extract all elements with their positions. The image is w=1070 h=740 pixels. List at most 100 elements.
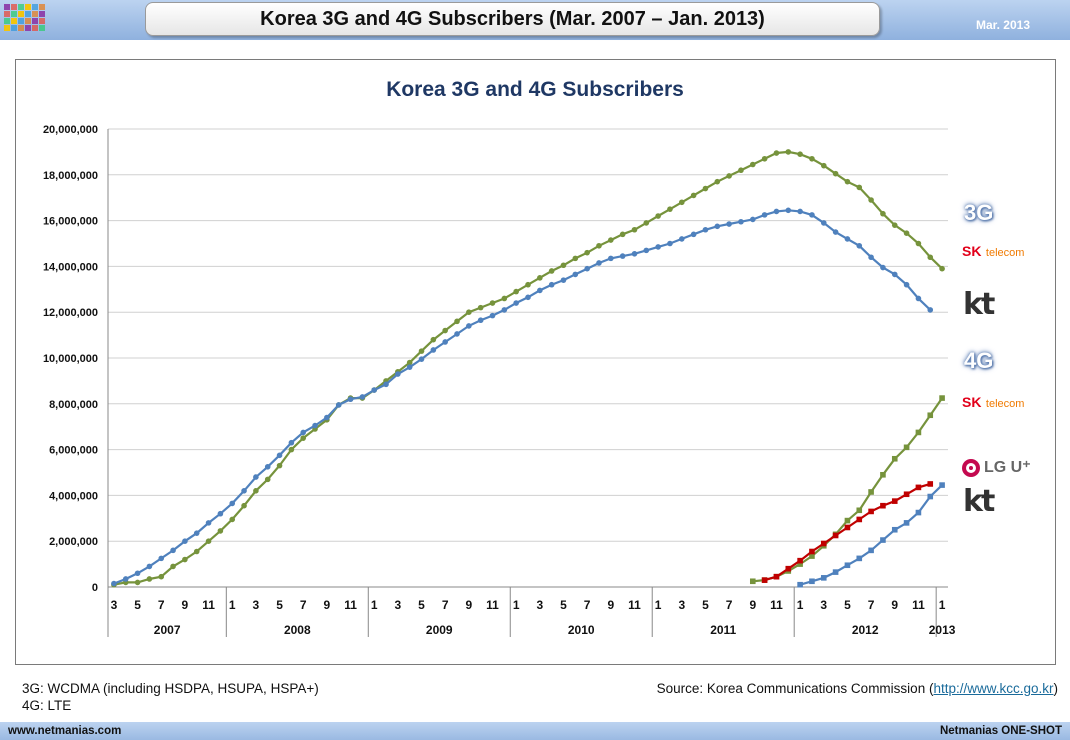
data-point [477,304,484,311]
data-point [513,300,519,306]
data-point [903,520,910,526]
data-point [146,563,153,570]
data-point [584,265,590,272]
data-point [868,197,874,203]
data-point [832,532,839,539]
data-point [501,307,508,313]
data-point [868,547,874,554]
x-tick-label: 3 [536,598,543,612]
data-point [300,435,307,441]
x-tick-label: 11 [202,598,215,612]
data-point [300,429,307,436]
data-point [454,318,460,325]
data-point [619,253,626,259]
data-point [832,569,839,575]
chart-frame [15,59,1056,665]
x-tick-label: 1 [229,598,236,612]
data-point [903,444,910,451]
data-point [726,221,732,227]
x-tick-label: 11 [628,598,641,612]
data-point [347,396,354,403]
data-point [264,463,271,470]
footer-brand: Netmanias ONE-SHOT [939,725,1062,737]
year-label: 2012 [852,623,879,637]
x-tick-label: 9 [466,598,473,612]
badge-4g: 4G [964,348,994,373]
x-tick-label: 5 [844,598,851,612]
x-tick-label: 1 [797,598,804,612]
data-point [406,364,413,370]
data-point [608,237,614,243]
sk-telecom-logo-3g: SK telecom [962,243,1024,261]
data-point [738,167,744,174]
data-point [891,455,898,462]
source-note: Source: Korea Communications Commission … [657,681,1058,696]
data-point [903,281,910,288]
data-point [891,222,898,228]
data-point [406,359,413,366]
data-point [134,579,141,586]
x-tick-label: 11 [912,598,925,612]
data-point [335,402,342,408]
data-point [170,563,176,570]
data-point [312,422,318,429]
data-point [525,281,531,288]
data-point [276,462,283,469]
data-point [820,162,827,169]
data-point [891,498,898,504]
series-line [113,150,943,586]
source-link[interactable]: http://www.kcc.go.kr [933,681,1054,696]
data-point [324,414,330,421]
data-point [193,548,200,555]
data-point [880,471,886,478]
sk-logo-sub: telecom [985,398,1025,410]
data-point [466,309,472,316]
data-point [276,452,283,459]
data-point [797,208,803,215]
data-point [418,348,425,354]
data-point [927,307,934,313]
x-tick-label: 11 [486,598,499,612]
x-tick-label: 9 [607,598,614,612]
source-prefix: Source: Korea Communications Commission … [656,681,934,696]
y-tick-label: 18,000,000 [43,170,98,182]
data-point [820,540,827,547]
data-point [690,192,697,199]
data-point [359,394,366,400]
kt-logo-4g: kt [963,484,995,519]
note-3g: 3G: WCDMA (including HSDPA, HSUPA, HSPA+… [22,681,319,696]
data-point [288,446,295,453]
data-point [797,561,803,567]
data-point [182,538,188,544]
data-point [844,517,851,524]
data-point [466,323,472,329]
footer-site[interactable]: www.netmanias.com [8,725,122,737]
data-point [418,356,425,362]
data-point [631,226,638,233]
data-point [939,395,945,401]
year-label: 2013 [929,623,956,637]
x-tick-label: 5 [702,598,709,612]
data-point [927,412,934,419]
data-point [785,207,792,214]
data-point [442,339,448,345]
data-point [679,236,685,242]
data-point [880,264,886,271]
x-tick-label: 9 [324,598,331,612]
data-point [608,255,614,262]
data-point [170,547,176,554]
x-tick-label: 5 [276,598,283,612]
data-point [489,300,496,306]
y-tick-label: 20,000,000 [43,124,98,136]
data-point [880,537,886,543]
y-tick-label: 16,000,000 [43,216,98,228]
data-point [761,577,768,583]
data-point [856,507,863,514]
data-point [537,287,543,294]
data-point [891,526,898,533]
data-point [158,555,165,562]
data-point [193,530,200,536]
sk-telecom-logo-4g: SK telecom [962,394,1024,412]
data-point [205,520,212,526]
